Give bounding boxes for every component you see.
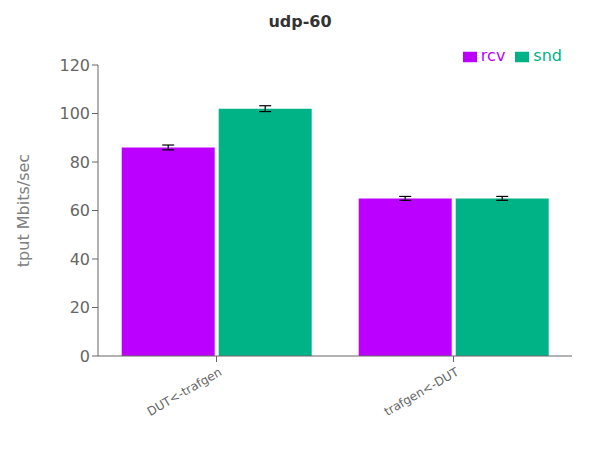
svg-text:20: 20 bbox=[70, 298, 90, 317]
svg-text:100: 100 bbox=[59, 104, 90, 123]
svg-text:60: 60 bbox=[70, 201, 90, 220]
svg-text:DUT<-trafgen: DUT<-trafgen bbox=[145, 365, 224, 419]
svg-text:40: 40 bbox=[70, 250, 90, 269]
svg-text:0: 0 bbox=[80, 347, 90, 366]
html-text:snd: snd bbox=[533, 46, 562, 65]
svg-text:trafgen<-DUT: trafgen<-DUT bbox=[382, 365, 462, 419]
svg-text:120: 120 bbox=[59, 56, 90, 75]
html-text:rcv: rcv bbox=[480, 46, 506, 65]
svg-text:tput Mbits/sec: tput Mbits/sec bbox=[14, 154, 33, 267]
html-text:udp-60: udp-60 bbox=[268, 12, 332, 31]
svg-text:80: 80 bbox=[70, 153, 90, 172]
